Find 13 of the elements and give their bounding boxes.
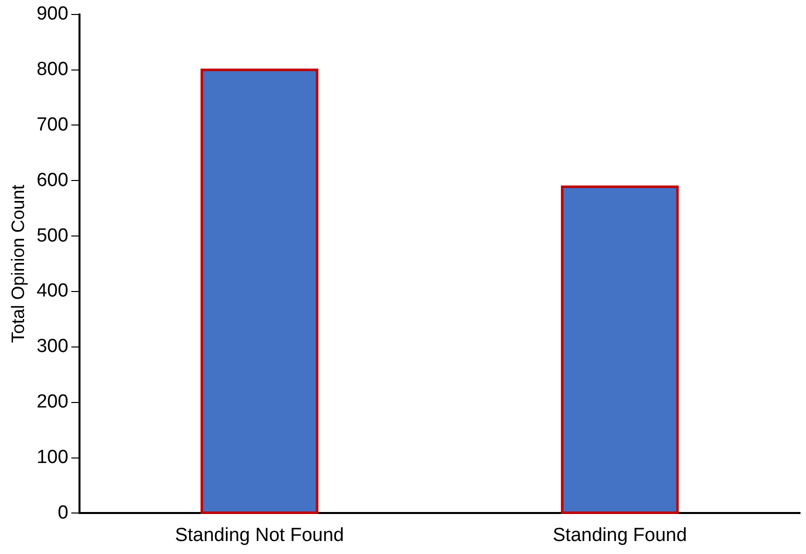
x-tick-label: Standing Not Found [174, 524, 344, 546]
y-tick-label: 300 [36, 336, 68, 358]
x-tick-label: Standing Found [552, 524, 687, 546]
y-tick-label: 400 [36, 280, 68, 302]
y-tick-label: 700 [36, 114, 68, 136]
y-tick-label: 200 [36, 392, 68, 413]
y-tick-label: 800 [36, 59, 68, 80]
y-tick-label: 900 [36, 4, 68, 25]
y-tick-label: 600 [36, 170, 68, 191]
y-tick-label: 500 [36, 225, 68, 246]
y-tick-label: 0 [58, 502, 68, 524]
y-tick-label: 100 [36, 447, 68, 468]
y-axis-title: Total Opinion Count [8, 184, 28, 343]
